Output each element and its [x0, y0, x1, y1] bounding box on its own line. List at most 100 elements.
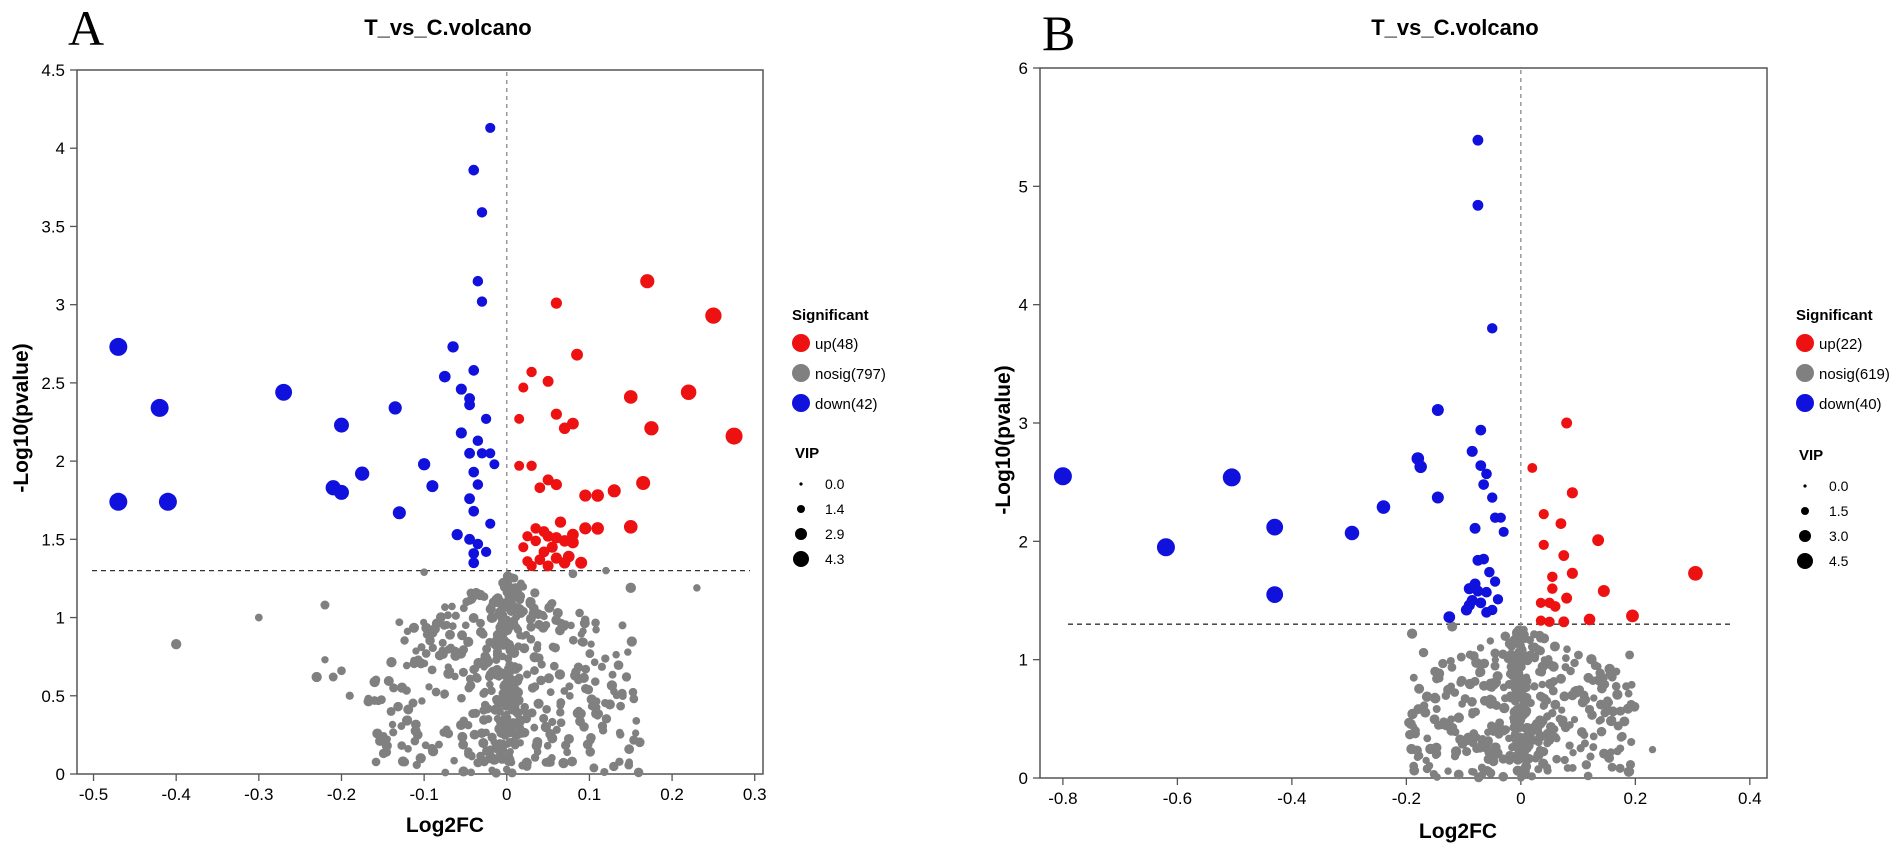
nosig-point: [1568, 763, 1577, 772]
up-point: [623, 390, 638, 404]
y-tick-label: 1: [56, 609, 65, 628]
nosig-point: [618, 621, 627, 630]
nosig-point: [441, 768, 450, 777]
nosig-point: [410, 656, 418, 665]
nosig-point: [492, 655, 501, 665]
nosig-point: [563, 748, 572, 757]
down-point: [1489, 576, 1501, 587]
up-point: [567, 417, 579, 430]
nosig-point: [548, 642, 558, 652]
nosig-point: [465, 674, 475, 684]
nosig-point: [1446, 656, 1455, 666]
nosig-point: [397, 741, 407, 750]
nosig-point: [403, 704, 414, 715]
nosig-point: [1627, 680, 1636, 689]
up-point: [571, 348, 583, 361]
vip-size-label: 4.3: [825, 551, 845, 567]
nosig-point: [488, 597, 499, 607]
legend-nosig-label: nosig(797): [815, 366, 886, 383]
up-point: [550, 552, 562, 564]
nosig-point: [555, 671, 564, 680]
panel-b: B T_vs_C.volcano Log2FC -Log10(pvalue) -…: [992, 5, 1890, 843]
nosig-point: [1509, 722, 1519, 733]
nosig-point: [476, 751, 485, 761]
nosig-point: [1451, 748, 1461, 758]
nosig-point: [491, 768, 501, 778]
nosig-point: [459, 716, 469, 726]
panel-a-legend: Significant VIP up(48) nosig(797) down(42)…: [792, 307, 886, 567]
nosig-point: [1425, 761, 1434, 770]
down-point: [1466, 445, 1478, 457]
nosig-point: [507, 768, 517, 778]
nosig-point: [519, 727, 530, 738]
nosig-point: [1552, 754, 1561, 764]
nosig-point: [466, 588, 476, 598]
nosig-point: [1406, 628, 1418, 639]
nosig-point: [621, 672, 632, 682]
nosig-point: [1484, 728, 1492, 736]
up-point: [1535, 597, 1546, 608]
nosig-point: [508, 678, 519, 689]
y-tick-label: 3.5: [41, 217, 65, 236]
nosig-point: [1543, 766, 1552, 775]
nosig-point: [587, 640, 595, 648]
down-point: [388, 401, 402, 415]
nosig-point: [1590, 694, 1598, 702]
down-point: [1431, 403, 1444, 416]
up-point: [530, 523, 541, 534]
nosig-point: [509, 699, 519, 709]
nosig-point: [483, 644, 491, 653]
nosig-point: [1561, 654, 1570, 663]
nosig-point: [1490, 648, 1500, 658]
nosig-point: [629, 694, 639, 704]
panel-b-axes: -0.8 -0.6 -0.4 -0.2 0 0.2 0.4 0 1 2 3 4 5 6: [1019, 59, 1762, 808]
down-point: [1475, 424, 1487, 436]
nosig-point: [1570, 658, 1579, 668]
nosig-point: [446, 667, 455, 675]
nosig-point: [386, 706, 396, 716]
nosig-point: [1505, 756, 1514, 765]
nosig-point: [1648, 745, 1657, 754]
y-tick-label: 6: [1019, 59, 1028, 78]
y-tick-label: 4: [1019, 296, 1028, 315]
panel-b-legend-title: Significant: [1796, 307, 1873, 324]
nosig-point: [1538, 680, 1546, 689]
nosig-point: [475, 627, 486, 638]
nosig-point: [589, 763, 599, 773]
panel-a-vip-title: VIP: [795, 445, 819, 462]
x-tick-label: 0.1: [578, 785, 602, 804]
nosig-point: [565, 682, 574, 691]
nosig-point: [612, 650, 620, 659]
nosig-point: [448, 602, 456, 611]
nosig-point: [495, 673, 503, 681]
nosig-point: [495, 750, 507, 761]
nosig-point: [543, 673, 554, 684]
nosig-point: [1453, 712, 1464, 723]
nosig-point: [577, 637, 586, 647]
down-point: [447, 341, 459, 353]
nosig-point: [530, 723, 539, 732]
nosig-point: [1522, 722, 1533, 733]
nosig-point: [601, 714, 612, 724]
nosig-point: [1616, 732, 1626, 742]
nosig-point: [421, 622, 432, 633]
down-point: [1463, 583, 1475, 595]
vip-size-marker: [1803, 484, 1807, 488]
up-point: [1547, 571, 1558, 583]
nosig-point: [1413, 753, 1422, 762]
nosig-point: [457, 630, 468, 641]
vip-size-marker: [795, 528, 807, 540]
nosig-point: [400, 636, 409, 645]
up-point: [591, 489, 604, 502]
down-point: [1222, 468, 1241, 487]
nosig-point: [457, 693, 466, 703]
nosig-point: [624, 648, 632, 656]
legend-down-marker: [792, 394, 810, 412]
x-tick-label: -0.5: [79, 785, 108, 804]
x-tick-label: 0.2: [1624, 789, 1648, 808]
nosig-point: [530, 606, 539, 615]
nosig-point: [445, 629, 455, 640]
up-point: [1597, 585, 1610, 598]
up-point: [1558, 616, 1570, 628]
nosig-point: [1430, 666, 1440, 677]
